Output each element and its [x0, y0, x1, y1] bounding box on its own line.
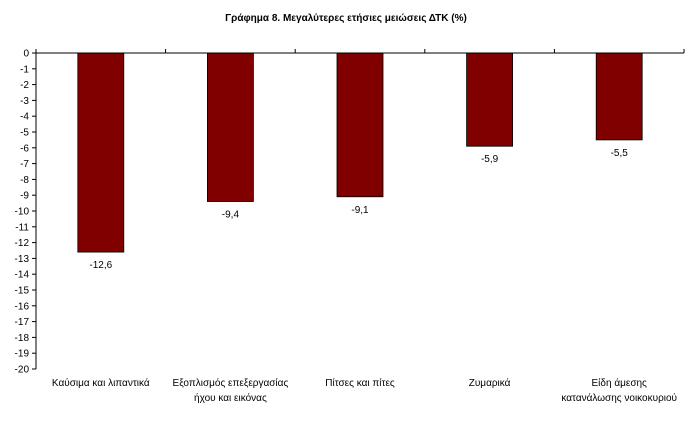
y-tick-label: -10 [15, 207, 30, 218]
data-label: -12,6 [89, 260, 112, 271]
y-tick-label: -2 [20, 80, 29, 91]
y-tick-label: -18 [15, 333, 30, 344]
y-tick-label: -17 [15, 317, 30, 328]
x-tick-label: Ζυμαρικά [469, 377, 511, 389]
x-tick-label-line: Ζυμαρικά [469, 377, 511, 389]
y-tick-label: -4 [20, 112, 29, 123]
bar [77, 52, 125, 253]
chart-title: Γράφημα 8. Μεγαλύτερες ετήσιες μειώσεις … [225, 13, 467, 24]
x-tick-label: Καύσιμα και λιπαντικά [52, 377, 150, 389]
bar [595, 52, 643, 141]
y-tick-label: -16 [15, 301, 30, 312]
bar [336, 52, 384, 198]
data-label: -5,5 [611, 148, 629, 159]
y-tick-label: -11 [15, 222, 29, 233]
x-tick-label-line: Εξοπλισμός επεξεργασίας [173, 377, 289, 389]
y-tick-label: -20 [15, 365, 30, 376]
y-tick-label: -8 [20, 175, 29, 186]
plot-area: 0 -1 -2 -3 -4 -5 -6 -7 -8 -9 -10 -11 -12 -13 -14 -15 -16… [15, 49, 685, 404]
y-tick-label: -7 [20, 159, 29, 170]
y-tick-label: -13 [15, 254, 30, 265]
data-label: -5,9 [481, 154, 499, 165]
data-label: -9,4 [222, 210, 240, 221]
x-tick-label-line: κατανάλωσης νοικοκυριού [561, 392, 677, 404]
x-tick-label-line: Καύσιμα και λιπαντικά [52, 377, 150, 389]
x-tick-label-line: Είδη άμεσης [592, 377, 648, 389]
y-tick-label: 0 [23, 49, 29, 60]
y-tick-label: -5 [20, 128, 29, 139]
bar [206, 52, 254, 202]
y-tick-label: -6 [20, 143, 29, 154]
x-tick-label-line: ήχου και εικόνας [194, 392, 267, 404]
x-tick-label: Εξοπλισμός επεξεργασίας ήχου και εικόνας [173, 377, 289, 404]
y-tick-label: -3 [20, 96, 29, 107]
y-tick-label: -12 [15, 238, 30, 249]
y-tick-label: -14 [15, 270, 30, 281]
y-tick-label: -9 [20, 191, 29, 202]
bar [466, 52, 514, 147]
y-tick-label: -19 [15, 349, 30, 360]
x-tick-label: Πίτσες και πίτες [325, 377, 395, 389]
x-tick-label: Είδη άμεσης κατανάλωσης νοικοκυριού [561, 377, 677, 404]
y-tick-label: -1 [20, 64, 29, 75]
x-tick-label-line: Πίτσες και πίτες [325, 377, 395, 389]
y-tick-label: -15 [15, 286, 30, 297]
data-label: -9,1 [351, 205, 369, 216]
